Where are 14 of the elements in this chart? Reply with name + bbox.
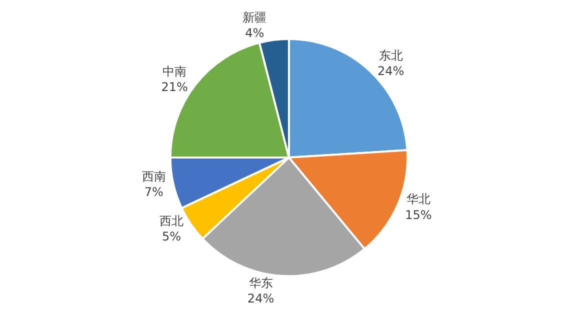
slice-label: 新疆 (242, 10, 267, 25)
data-label: 4% (245, 26, 264, 40)
data-label: 21% (161, 80, 188, 94)
data-label: 5% (162, 230, 181, 244)
data-label: 24% (247, 291, 274, 306)
data-label: 7% (144, 184, 164, 199)
data-label: 24% (377, 64, 404, 78)
slice-label: 东北 (378, 48, 403, 62)
slice-label: 华东 (248, 276, 273, 290)
data-label: 15% (405, 208, 432, 222)
slice-label: 中南 (162, 64, 187, 79)
slice-label: 西北 (159, 214, 184, 228)
slice-label: 西南 (142, 169, 166, 184)
slice-label: 华北 (406, 192, 430, 206)
